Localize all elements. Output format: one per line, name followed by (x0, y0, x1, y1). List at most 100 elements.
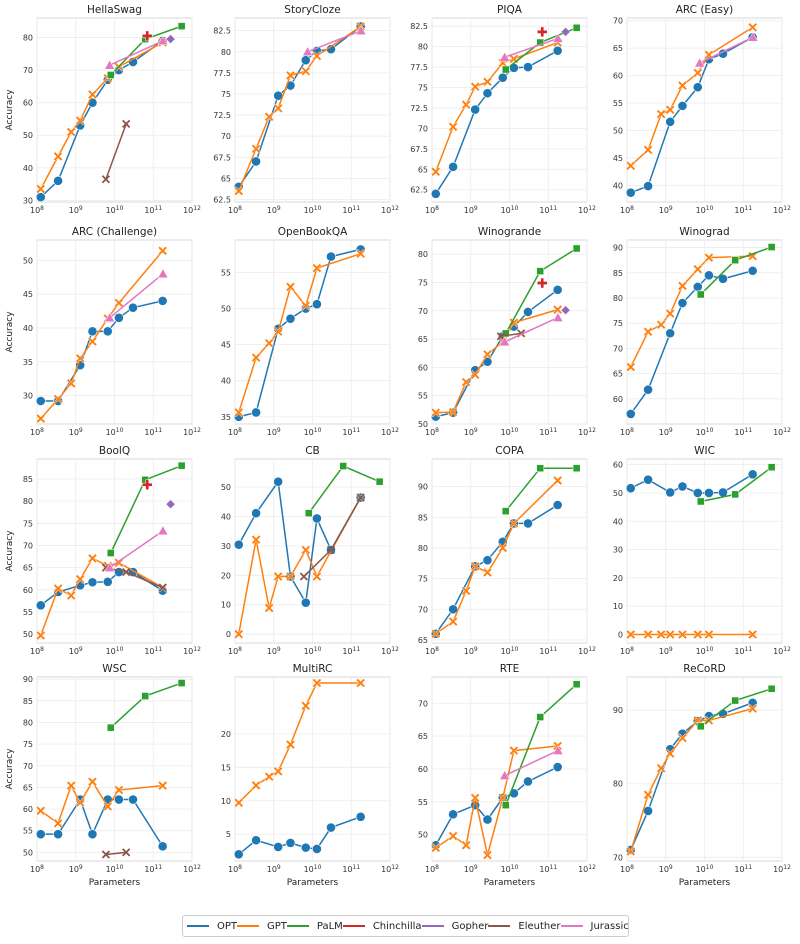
data-point (470, 793, 481, 803)
x-tick-label: 108 (228, 427, 242, 437)
x-tick-label: 108 (30, 205, 44, 215)
y-tick-label: 70 (613, 344, 623, 353)
series-eleuther (101, 848, 131, 859)
y-tick-label: 70 (23, 541, 33, 550)
data-point (101, 175, 111, 184)
y-tick-label: 90 (23, 675, 33, 684)
y-tick-label: 72.5 (410, 104, 428, 113)
data-point (114, 794, 124, 805)
y-tick-label: 5 (226, 830, 231, 839)
y-tick-label: 85 (418, 513, 428, 522)
data-point (273, 571, 284, 582)
data-point (177, 22, 186, 31)
legend-swatch (342, 925, 365, 927)
data-point (509, 745, 519, 756)
data-point (677, 629, 688, 640)
x-tick-label: 1010 (106, 864, 124, 874)
data-point (300, 545, 311, 555)
data-point (552, 475, 563, 486)
y-axis-label: Accuracy (5, 748, 15, 790)
data-point (625, 629, 636, 640)
series-jurassic (302, 25, 367, 57)
data-point (572, 464, 581, 473)
data-point (448, 616, 458, 627)
data-point (75, 574, 86, 585)
data-point (677, 298, 688, 308)
x-tick-label: 1011 (539, 205, 557, 215)
y-tick-label: 77.5 (410, 63, 428, 72)
chart-title: ARC (Challenge) (72, 226, 157, 238)
series-line (504, 316, 559, 343)
x-axis-label: Parameters (679, 878, 731, 888)
chart-multirc: 5 10 15 20 108 109 1010 1011 1012 MultiRC Paramete… (221, 663, 399, 888)
chart-piqa: 62.5 65 67.5 70 72.5 75 77.5 80 82.5 108 109 1010 10… (410, 4, 596, 215)
data-point (482, 88, 493, 99)
y-tick-label: 0 (618, 631, 623, 640)
data-point (273, 103, 284, 114)
data-point (665, 116, 676, 127)
y-tick-label: 80 (418, 250, 428, 259)
x-tick-label: 109 (659, 427, 673, 437)
y-tick-label: 40 (23, 164, 33, 173)
data-point (692, 68, 703, 78)
legend: OPT GPT PaLM Chinchilla Gopher Eleuther Jurass… (182, 915, 629, 937)
data-point (731, 256, 740, 265)
data-point (482, 850, 493, 860)
data-point (704, 629, 714, 640)
data-point (692, 82, 703, 93)
series-line (504, 37, 559, 58)
y-tick-label: 80 (418, 544, 428, 553)
x-tick-label: 1012 (183, 205, 201, 215)
data-point (273, 326, 284, 337)
y-tick-label: 65 (418, 732, 428, 741)
chart-wic: 0 10 20 30 40 50 60 108 109 1010 1011 1012 WIC (613, 445, 791, 656)
data-point (430, 188, 441, 199)
legend-swatch (560, 925, 583, 927)
legend-swatch (421, 925, 444, 927)
x-tick-label: 1010 (696, 205, 714, 215)
x-tick-label: 1011 (342, 427, 360, 437)
data-point (326, 545, 336, 555)
series-line (109, 40, 164, 66)
chart-arc-challenge-: 30 35 40 45 50 108 109 1010 1011 1012 ARC (Challen… (5, 226, 201, 437)
data-point (300, 55, 311, 66)
x-tick-label: 1012 (578, 205, 596, 215)
legend-label: Chinchilla (372, 920, 422, 932)
x-tick-label: 1011 (734, 427, 752, 437)
series-chinchilla (141, 479, 153, 490)
data-point (122, 119, 131, 128)
x-axis-label: Parameters (287, 878, 339, 888)
y-tick-label: 70 (418, 699, 428, 708)
data-point (552, 762, 563, 772)
chart-arc-easy-: 40 45 50 55 60 65 70 108 109 1010 1011 1012 ARC (Eas… (613, 4, 791, 215)
data-point (87, 577, 98, 588)
legend-item-eleuther: Eleuther (488, 921, 561, 932)
data-point (704, 252, 714, 263)
y-tick-label: 20 (221, 571, 231, 580)
chart-title: RTE (500, 663, 520, 675)
data-point (536, 267, 545, 276)
data-point (767, 684, 776, 693)
x-tick-label: 109 (267, 205, 281, 215)
data-point (300, 66, 311, 77)
chart-title: Winograd (679, 226, 729, 238)
series-opt (233, 811, 366, 860)
data-point (677, 733, 688, 743)
x-tick-label: 1012 (183, 646, 201, 656)
data-point (355, 248, 366, 259)
data-point (656, 763, 666, 774)
data-point (536, 38, 545, 47)
x-tick-label: 109 (267, 427, 281, 437)
data-point (501, 507, 510, 516)
data-point (285, 571, 296, 582)
y-tick-label: 40 (613, 517, 623, 526)
y-tick-label: 55 (418, 798, 428, 807)
data-point (501, 65, 510, 74)
data-point (718, 273, 728, 284)
data-point (643, 144, 653, 155)
series-jurassic (499, 32, 564, 62)
series-gopher (165, 499, 176, 510)
data-point (747, 703, 758, 714)
data-point (35, 600, 46, 611)
y-tick-label: 67.5 (213, 153, 231, 162)
